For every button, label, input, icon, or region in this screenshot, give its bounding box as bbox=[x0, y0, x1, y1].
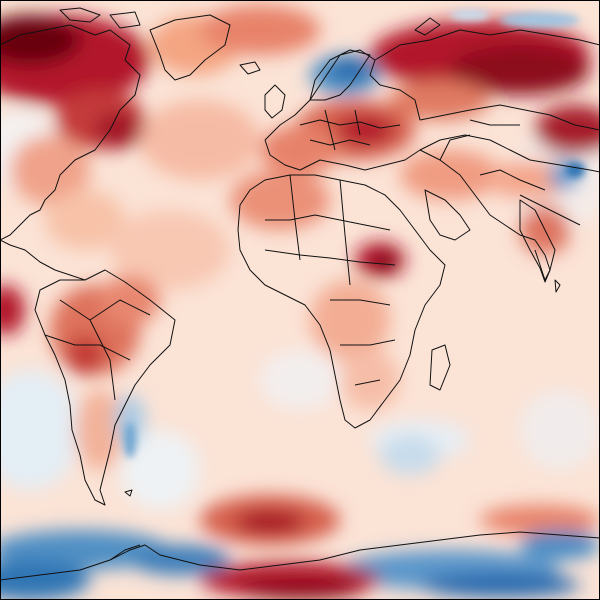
anomaly-field bbox=[0, 5, 600, 600]
coastlines bbox=[0, 7, 600, 581]
anomaly-detail bbox=[124, 9, 585, 458]
